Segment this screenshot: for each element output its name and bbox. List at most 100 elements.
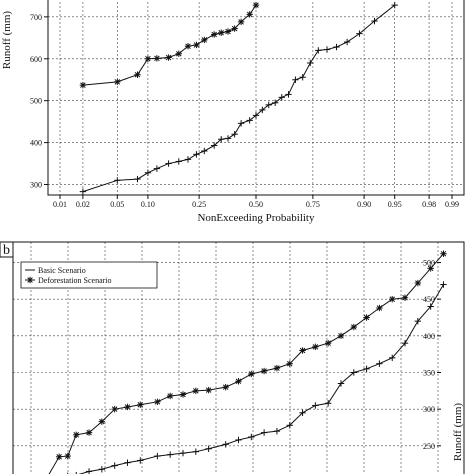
panel-b-series-1-point-32-d2 (440, 250, 447, 257)
panel-a-series-1-point-21 (285, 91, 292, 98)
panel-b-series-1-point-20-d2 (286, 360, 293, 367)
panel-a-series-0-point-9-d2 (201, 37, 208, 43)
panel-a-series-1-point-11 (218, 136, 225, 143)
panel-a-series-0-point-3-d2 (145, 56, 151, 62)
panel-b-y-tick-label-2: 300 (423, 405, 435, 414)
panel-b-y-axis-label: Runoff (mm) (452, 403, 464, 461)
panel-b-series-1-point-5 (85, 429, 93, 436)
panel-a-series-0-point-15-d2 (246, 11, 253, 18)
panel-b-series-0-point-20 (286, 422, 293, 429)
panel-b-series-1-point-29 (401, 294, 409, 301)
panel-a-series-0-point-1-d2 (114, 79, 121, 85)
panel-b-series-1-point-13 (192, 387, 199, 395)
panel-a-series (79, 1, 398, 195)
panel-b-series-1-point-2 (55, 453, 63, 461)
panel-b-series-1-point-15-d2 (222, 384, 229, 390)
panel-b-series-0-point-28 (389, 354, 396, 362)
panel-b-series-1-point-12-d2 (180, 391, 186, 398)
panel-b-series-0-point-6 (98, 466, 106, 473)
panel-a-series-1-point-31 (391, 1, 398, 9)
panel-a-x-tick-label-4: 0.25 (192, 200, 206, 209)
panel-b-series-1-point-9 (137, 401, 144, 408)
panel-a-series-1-point-28 (343, 38, 351, 46)
panel-a-x-tick-label-0: 0.01 (53, 200, 67, 209)
panel-b-series-0-point-4 (75, 471, 77, 474)
panel-a-series-0-point-3 (144, 55, 152, 62)
panel-a-series-1-point-20 (278, 94, 285, 101)
panel-a-series-0-point-5-d2 (165, 54, 172, 61)
panel-a-y-ticks: 300 400 500 600 700 (30, 13, 48, 190)
panel-b-series-0-point-21 (299, 409, 306, 417)
panel-b-y-tick-label-1: 250 (423, 442, 435, 451)
panel-b-series-0-point-19 (273, 427, 281, 435)
panel-b-series-1-point-3-d2 (64, 453, 71, 459)
panel-a-x-tick-label-6: 0.75 (306, 200, 320, 209)
panel-b-series-0-point-22 (312, 402, 319, 409)
panel-a-series-1-point-30 (371, 17, 378, 25)
panel-a-series-0-point-10 (210, 31, 218, 38)
panel-b-series-1-point-16-d2 (235, 378, 242, 385)
panel-b-series-1-point-23 (324, 339, 332, 347)
panel-b-series-1-point-5-d2 (86, 429, 92, 436)
panel-a-x-tick-label-9: 0.98 (422, 200, 436, 209)
panel-a-series-0-point-8-d2 (193, 42, 200, 48)
panel-b-series-0-point-8 (124, 459, 131, 466)
panel-b-series-1-point-32 (440, 250, 447, 257)
panel-a-y-tick-label-1: 400 (30, 139, 42, 148)
panel-a-series-1-point-4 (153, 165, 161, 172)
panel-a-series-1-point-22 (292, 76, 299, 83)
panel-b-series-1-point-21-d2 (299, 347, 306, 354)
panel-a-series-1-point-12 (224, 135, 232, 142)
panel-a-series-1-point-5 (165, 160, 172, 167)
panel-b-series-1-point-24 (337, 332, 345, 340)
panel-b-series-1-point-27-d2 (376, 305, 383, 311)
panel-b-chart: b 200250300350400450500 Runoff (mm) Basi… (0, 241, 465, 474)
panel-a-y-tick-label-2: 500 (30, 97, 42, 106)
panel-b-series-1-point-14 (205, 386, 212, 394)
panel-a-x-tick-label-2: 0.05 (110, 200, 124, 209)
panel-b-legend: Basic Scenario Deforestation Scenario (20, 261, 158, 289)
panel-a-series-1-point-13 (231, 131, 238, 138)
panel-a-series-0-point-13 (231, 25, 238, 32)
panel-b-series-1-point-11-d2 (167, 393, 173, 399)
panel-b-series-1-point-22 (312, 343, 319, 351)
panel-b-series-1-point-18 (260, 367, 268, 375)
panel-b-y-tick-label-4: 400 (423, 332, 435, 341)
panel-a-series-0-point-10-d2 (211, 31, 217, 38)
panel-a-series-0-point-11 (218, 29, 225, 36)
panel-a-series-0-point-0 (79, 81, 87, 89)
panel-a-series-1-point-18 (265, 101, 272, 109)
panel-b-series-1-point-30-d2 (415, 280, 421, 286)
legend-star-glyph (26, 276, 34, 284)
panel-b-series-1-point-25-d2 (351, 324, 357, 330)
panel-a-series-0-point-7 (184, 43, 192, 50)
panel-a-x-tick-label-7: 0.90 (357, 200, 371, 209)
panel-a-series-1-point-0 (79, 188, 87, 195)
panel-b-series-1-point-17 (248, 370, 255, 378)
panel-b-series-1-point-20 (286, 360, 293, 367)
panel-a-series-0-point-5 (165, 54, 172, 61)
panel-b-series-1-point-15 (222, 383, 229, 391)
panel-a-x-tick-label-3: 0.10 (141, 200, 155, 209)
panel-a-series-0-point-8 (193, 41, 200, 49)
panel-b-series-0-point-26 (363, 365, 370, 373)
panel-b-series-1-point-23-d2 (325, 340, 331, 346)
legend-label-deforestation: Deforestation Scenario (38, 276, 112, 285)
panel-b-y-tick-label-3: 350 (423, 368, 435, 377)
panel-b-series-1-point-19-d2 (274, 365, 280, 371)
panel-a-x-tick-label-8: 0.95 (388, 200, 402, 209)
panel-b-series-0-point-5 (85, 468, 93, 474)
panel-a-grid (48, 0, 464, 195)
panel-a-series-1-point-17 (259, 106, 266, 114)
panel-b-series-0-point-23 (324, 400, 332, 407)
panel-b-series-1-point-18-d2 (261, 368, 267, 374)
panel-a-series-1-point-24 (307, 59, 314, 67)
legend-star-glyph-d2 (27, 277, 33, 283)
panel-a-series-1-point-1 (114, 177, 121, 184)
panel-a-series-0-point-1 (114, 78, 121, 86)
panel-b-series-1-point-26 (363, 314, 370, 321)
panel-a-y-axis-label: Runoff (mm) (1, 11, 13, 69)
panel-b-series-1-point-28 (389, 295, 396, 303)
panel-b-series-0-point-18 (260, 429, 268, 436)
panel-b-series-1-point-2-d2 (56, 454, 62, 460)
